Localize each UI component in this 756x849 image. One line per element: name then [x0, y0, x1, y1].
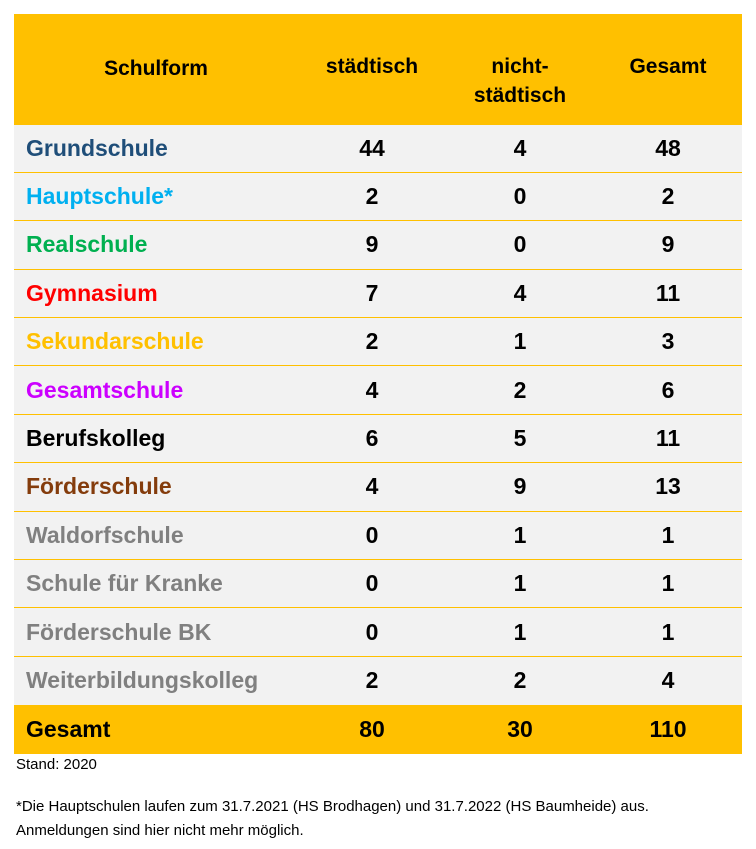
header-gesamt-label: Gesamt	[629, 55, 707, 78]
count-gesamt: 4	[594, 655, 742, 705]
table-header-row: Schulform städtisch nicht- städtisch Ges…	[14, 14, 742, 124]
count-nicht-staedtisch: 2	[446, 655, 594, 705]
table-row: Grundschule 44 4 48	[14, 123, 742, 173]
schulform-name: Weiterbildungskolleg	[14, 655, 298, 705]
table-row: Förderschule BK 0 1 1	[14, 607, 742, 657]
count-nicht-staedtisch: 1	[446, 317, 594, 366]
count-staedtisch: 2	[298, 317, 446, 366]
count-staedtisch: 6	[298, 413, 446, 463]
count-nicht-staedtisch: 9	[446, 462, 594, 512]
count-staedtisch: 44	[298, 123, 446, 173]
schulform-name: Realschule	[14, 220, 298, 270]
total-label: Gesamt	[26, 715, 111, 742]
count-nicht-staedtisch: 2	[446, 365, 594, 415]
count-nicht-staedtisch: 1	[446, 559, 594, 608]
count-gesamt: 11	[594, 268, 742, 318]
count-gesamt: 9	[594, 220, 742, 270]
header-staedtisch: städtisch	[298, 14, 446, 124]
footnote: *Die Hauptschulen laufen zum 31.7.2021 (…	[16, 798, 649, 839]
count-staedtisch: 2	[298, 655, 446, 705]
table-row: Schule für Kranke 0 1 1	[14, 559, 742, 608]
count-staedtisch: 9	[298, 220, 446, 270]
schools-table: Schulform städtisch nicht- städtisch Ges…	[14, 14, 742, 754]
count-gesamt: 13	[594, 462, 742, 512]
count-gesamt: 11	[594, 413, 742, 463]
total-nicht-staedtisch: 30	[507, 715, 533, 742]
count-nicht-staedtisch: 0	[446, 220, 594, 270]
schulform-name: Gymnasium	[14, 268, 298, 318]
header-nicht-staedtisch: nicht- städtisch	[446, 14, 594, 124]
count-gesamt: 1	[594, 559, 742, 608]
schulform-name: Berufskolleg	[14, 413, 298, 463]
table-row: Waldorfschule 0 1 1	[14, 510, 742, 560]
schulform-name: Förderschule	[14, 462, 298, 512]
count-nicht-staedtisch: 4	[446, 268, 594, 318]
count-gesamt: 1	[594, 510, 742, 560]
count-staedtisch: 7	[298, 268, 446, 318]
count-nicht-staedtisch: 5	[446, 413, 594, 463]
schulform-name: Schule für Kranke	[14, 559, 298, 608]
table-row: Hauptschule* 2 0 2	[14, 171, 742, 221]
header-nicht-line1: nicht-	[491, 55, 549, 78]
count-staedtisch: 0	[298, 607, 446, 657]
table-row: Weiterbildungskolleg 2 2 4	[14, 655, 742, 705]
count-gesamt: 48	[594, 123, 742, 173]
schulform-name: Hauptschule*	[14, 171, 298, 221]
total-row: Gesamt 80 30 110	[14, 704, 742, 754]
count-nicht-staedtisch: 1	[446, 607, 594, 657]
header-schulform: Schulform	[104, 56, 208, 80]
count-gesamt: 2	[594, 171, 742, 221]
table-row: Berufskolleg 6 5 11	[14, 413, 742, 463]
schulform-name: Grundschule	[14, 123, 298, 173]
header-nicht-line2: städtisch	[473, 84, 567, 107]
schulform-name: Gesamtschule	[14, 365, 298, 415]
count-nicht-staedtisch: 4	[446, 123, 594, 173]
count-staedtisch: 0	[298, 510, 446, 560]
table-row: Förderschule 4 9 13	[14, 462, 742, 512]
count-gesamt: 6	[594, 365, 742, 415]
total-gesamt: 110	[649, 715, 687, 742]
count-staedtisch: 2	[298, 171, 446, 221]
count-nicht-staedtisch: 1	[446, 510, 594, 560]
count-gesamt: 3	[594, 317, 742, 366]
schulform-name: Förderschule BK	[14, 607, 298, 657]
count-staedtisch: 0	[298, 559, 446, 608]
table-row: Gesamtschule 4 2 6	[14, 365, 742, 415]
total-staedtisch: 80	[359, 715, 385, 742]
header-gesamt: Gesamt	[594, 14, 742, 124]
table-row: Realschule 9 0 9	[14, 220, 742, 270]
table-row: Sekundarschule 2 1 3	[14, 317, 742, 366]
count-staedtisch: 4	[298, 462, 446, 512]
count-gesamt: 1	[594, 607, 742, 657]
schulform-name: Sekundarschule	[14, 317, 298, 366]
count-nicht-staedtisch: 0	[446, 171, 594, 221]
stand-note: Stand: 2020	[16, 756, 97, 773]
schulform-name: Waldorfschule	[14, 510, 298, 560]
table-row: Gymnasium 7 4 11	[14, 268, 742, 318]
header-staedtisch-label: städtisch	[325, 55, 419, 78]
count-staedtisch: 4	[298, 365, 446, 415]
table-body: Grundschule 44 4 48 Hauptschule* 2 0 2 Realschul…	[14, 123, 742, 705]
schools-table-container: Schulform städtisch nicht- städtisch Ges…	[14, 14, 742, 754]
